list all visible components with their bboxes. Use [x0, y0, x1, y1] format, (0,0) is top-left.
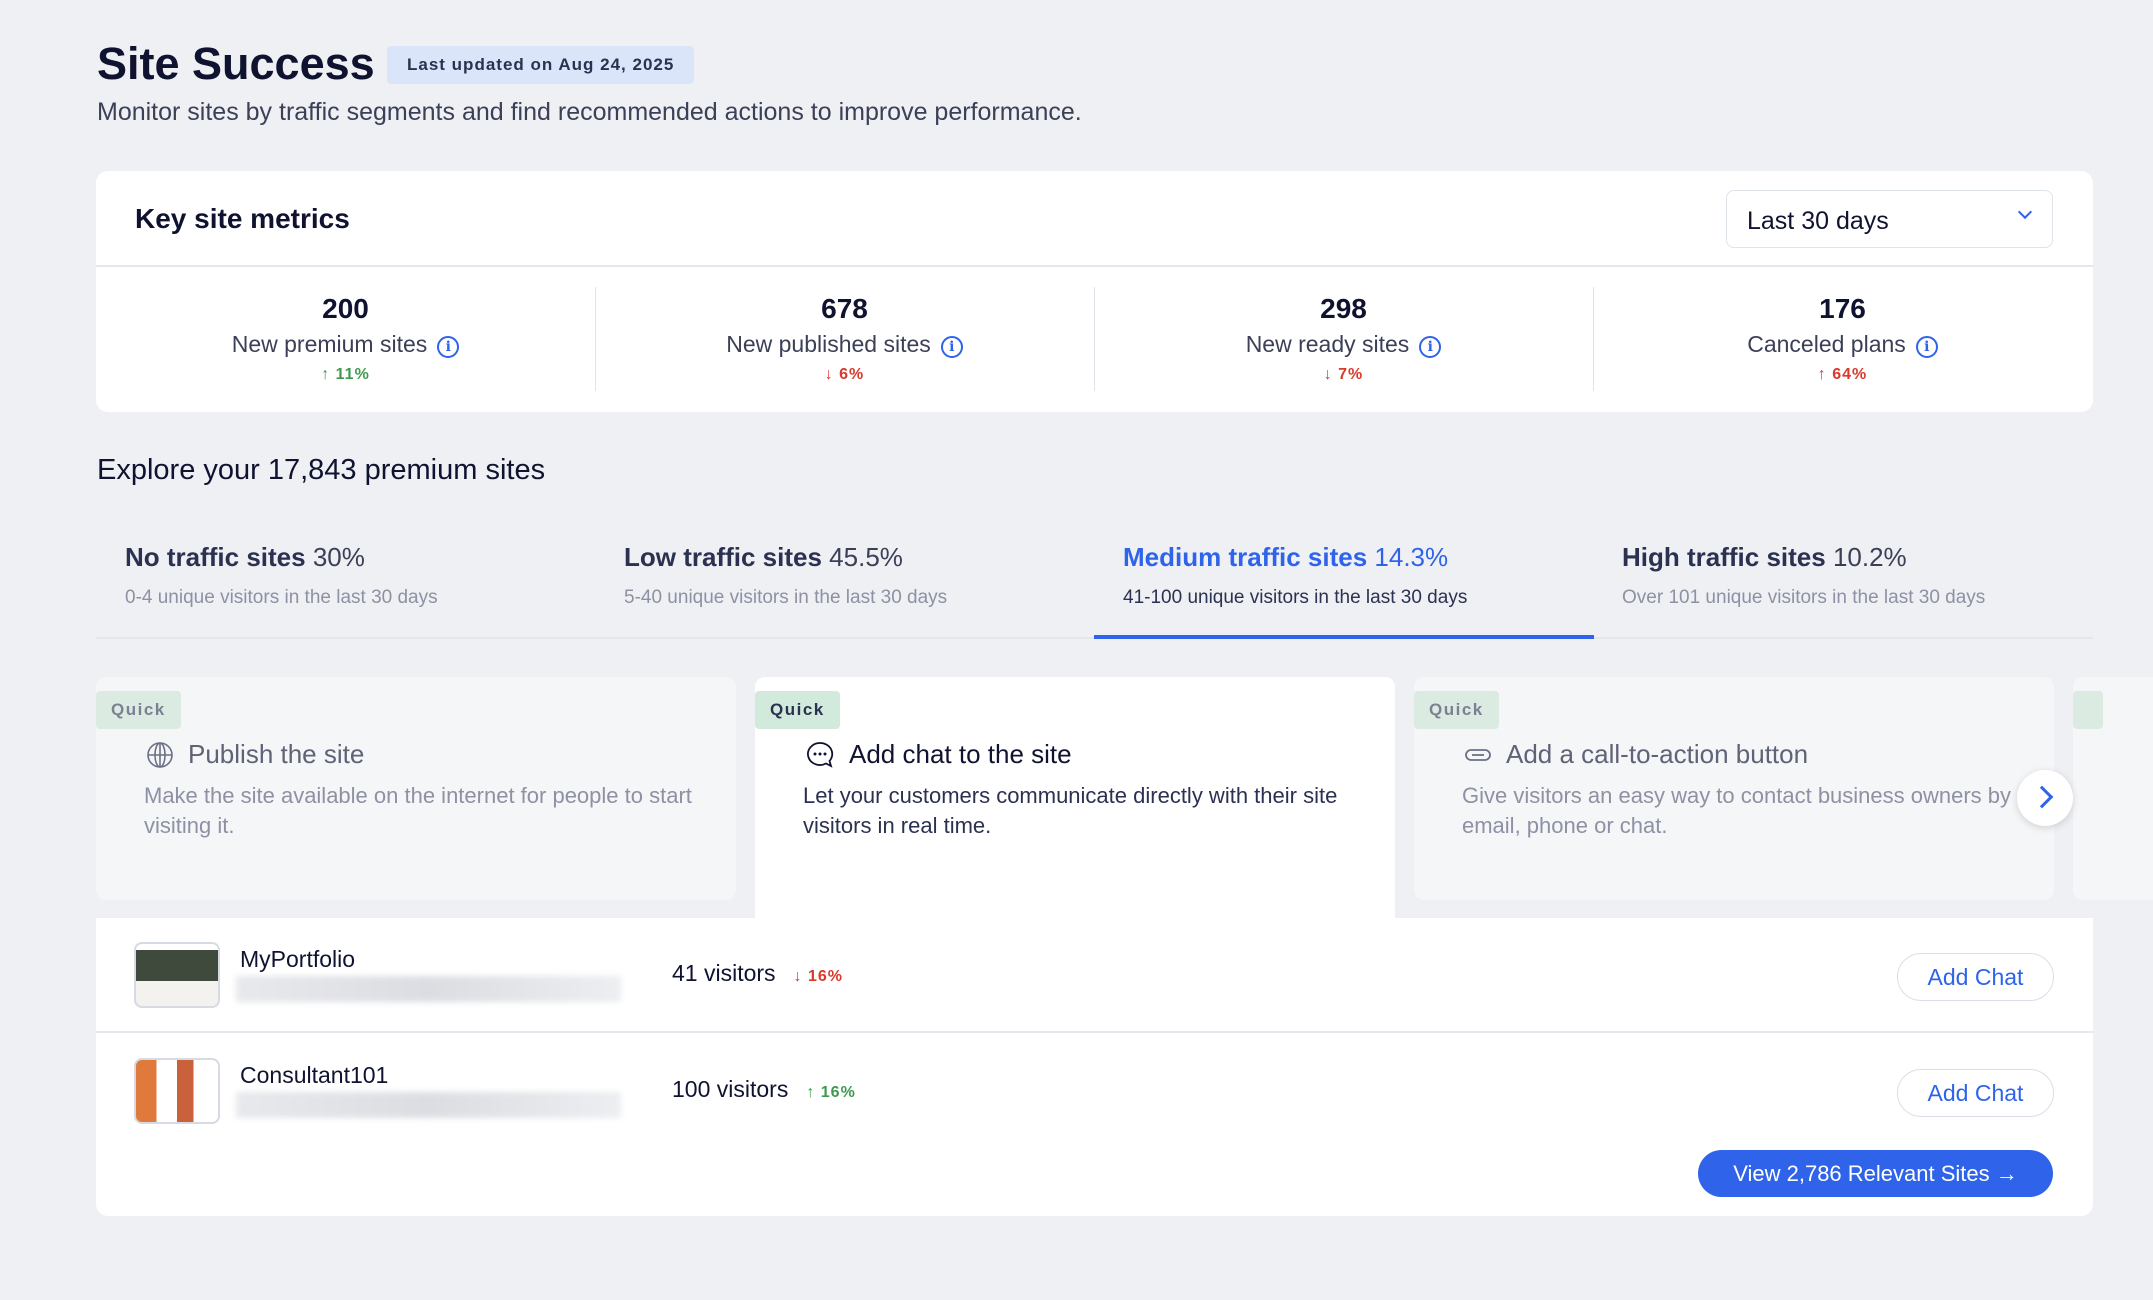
divider	[1593, 287, 1594, 391]
quick-tag: Quick	[96, 691, 181, 729]
view-button-label: View 2,786 Relevant Sites	[1733, 1160, 1990, 1186]
tab-high-traffic[interactable]: High traffic sites 10.2% Over 101 unique …	[1593, 530, 2093, 639]
arrow-down-icon: ↓	[824, 366, 840, 383]
site-name[interactable]: MyPortfolio	[240, 946, 356, 972]
action-card-cta-button[interactable]: Quick Add a call-to-action button Give v…	[1414, 677, 2054, 900]
metrics-title: Key site metrics	[135, 203, 350, 234]
metric-value: 298	[1320, 293, 1367, 324]
metric-change: ↓ 6%	[595, 366, 1094, 384]
visitor-change: ↑ 16%	[806, 1084, 855, 1101]
divider	[1094, 287, 1095, 391]
visitor-change: ↓ 16%	[794, 968, 843, 985]
tab-percent: 45.5%	[829, 542, 903, 572]
page-title: Site Success	[97, 38, 375, 89]
arrow-up-icon: ↑	[1817, 366, 1833, 383]
arrow-up-icon: ↑	[806, 1084, 821, 1101]
action-card-partial[interactable]	[2073, 677, 2153, 900]
metrics-header: Key site metrics Last 30 days	[96, 171, 2093, 267]
site-row: Consultant101 100 visitors ↑ 16% Add Chat	[96, 1034, 2093, 1149]
metric-change-value: 64%	[1832, 366, 1868, 383]
site-visitors: 41 visitors	[672, 960, 776, 986]
metric-change: ↓ 7%	[1094, 366, 1593, 384]
chevron-right-icon	[2030, 785, 2054, 809]
arrow-down-icon: ↓	[793, 968, 808, 985]
site-row: MyPortfolio 41 visitors ↓ 16% Add Chat	[96, 918, 2093, 1033]
metric-label: New ready sites	[1245, 331, 1410, 357]
metric-value: 200	[322, 293, 369, 324]
date-range-dropdown[interactable]: Last 30 days	[1726, 190, 2053, 248]
arrow-up-icon: ↑	[321, 366, 336, 383]
metric-value: 678	[821, 293, 868, 324]
tab-subtitle: 41-100 unique visitors in the last 30 da…	[1123, 587, 1468, 608]
tab-percent: 10.2%	[1832, 542, 1907, 572]
metric-change: ↑ 64%	[1593, 366, 2092, 384]
metric-label: New premium sites	[231, 331, 428, 357]
site-name[interactable]: Consultant101	[240, 1062, 389, 1088]
add-chat-button[interactable]: Add Chat	[1897, 1069, 2054, 1117]
metric-label: Canceled plans	[1747, 331, 1906, 357]
metric-new-ready: 298 New ready sites i ↓ 7%	[1094, 267, 1593, 412]
tab-label: Low traffic sites	[624, 542, 822, 572]
chevron-down-icon	[2017, 204, 2033, 220]
last-updated-badge: Last updated on Aug 24, 2025	[387, 46, 695, 84]
metric-change-value: 11%	[335, 366, 370, 383]
metric-change-value: 6%	[839, 366, 865, 383]
date-range-value: Last 30 days	[1747, 207, 1889, 235]
tab-no-traffic[interactable]: No traffic sites 30% 0-4 unique visitors …	[96, 530, 596, 639]
site-thumbnail	[134, 942, 220, 1008]
key-metrics-card: Key site metrics Last 30 days 200 New pre…	[96, 171, 2093, 412]
metric-value: 176	[1819, 293, 1866, 324]
tab-low-traffic[interactable]: Low traffic sites 45.5% 5-40 unique visit…	[595, 530, 1095, 639]
action-description: Give visitors an easy way to contact bus…	[1462, 783, 2012, 838]
site-thumbnail	[134, 1058, 220, 1124]
info-icon[interactable]: i	[940, 336, 963, 358]
explore-title: Explore your 17,843 premium sites	[97, 454, 546, 486]
action-card-add-chat[interactable]: Quick Add chat to the site Let your cust…	[755, 677, 1395, 918]
arrow-right-icon: →	[1995, 1160, 2018, 1186]
tab-medium-traffic[interactable]: Medium traffic sites 14.3% 41-100 unique …	[1094, 530, 1594, 639]
site-url-blurred	[236, 1092, 621, 1118]
metric-change: ↑ 11%	[96, 366, 595, 384]
page-subtitle: Monitor sites by traffic segments and fi…	[97, 98, 1082, 126]
action-description: Make the site available on the internet …	[144, 783, 692, 838]
next-carousel-button[interactable]	[2017, 770, 2073, 826]
visitor-change-value: 16%	[808, 968, 844, 985]
action-description: Let your customers communicate directly …	[803, 783, 1338, 838]
tab-label: No traffic sites	[125, 542, 306, 572]
tab-subtitle: 5-40 unique visitors in the last 30 days	[624, 587, 948, 608]
metric-new-premium: 200 New premium sites i ↑ 11%	[96, 267, 595, 412]
action-card-publish[interactable]: Quick Publish the site Make the site ava…	[96, 677, 736, 900]
traffic-tabs: No traffic sites 30% 0-4 unique visitors …	[96, 530, 2093, 639]
quick-tag: Quick	[755, 691, 840, 729]
tab-percent: 30%	[312, 542, 365, 572]
visitor-change-value: 16%	[820, 1084, 856, 1101]
add-chat-button[interactable]: Add Chat	[1897, 953, 2054, 1001]
metric-label: New published sites	[726, 331, 931, 357]
tab-subtitle: 0-4 unique visitors in the last 30 days	[125, 587, 438, 608]
button-icon	[1465, 748, 1491, 761]
chat-icon	[807, 741, 834, 768]
quick-tag: Quick	[1414, 691, 1499, 729]
info-icon[interactable]: i	[1915, 336, 1938, 358]
info-icon[interactable]: i	[437, 336, 460, 358]
action-title: Add a call-to-action button	[1506, 739, 1809, 769]
metric-change-value: 7%	[1338, 366, 1364, 383]
info-icon[interactable]: i	[1419, 336, 1442, 358]
arrow-down-icon: ↓	[1323, 366, 1339, 383]
quick-tag	[2073, 691, 2103, 729]
metric-canceled-plans: 176 Canceled plans i ↑ 64%	[1593, 267, 2092, 412]
view-relevant-sites-button[interactable]: View 2,786 Relevant Sites →	[1698, 1150, 2053, 1197]
globe-icon	[147, 741, 173, 768]
divider	[595, 287, 596, 391]
site-visitors: 100 visitors	[672, 1076, 789, 1102]
action-title: Publish the site	[188, 739, 365, 769]
tab-percent: 14.3%	[1374, 542, 1449, 572]
tab-label: Medium traffic sites	[1123, 542, 1368, 572]
tab-subtitle: Over 101 unique visitors in the last 30 …	[1622, 587, 1986, 608]
site-url-blurred	[236, 976, 621, 1002]
tab-label: High traffic sites	[1622, 542, 1826, 572]
metric-new-published: 678 New published sites i ↓ 6%	[595, 267, 1094, 412]
action-title: Add chat to the site	[849, 739, 1072, 769]
